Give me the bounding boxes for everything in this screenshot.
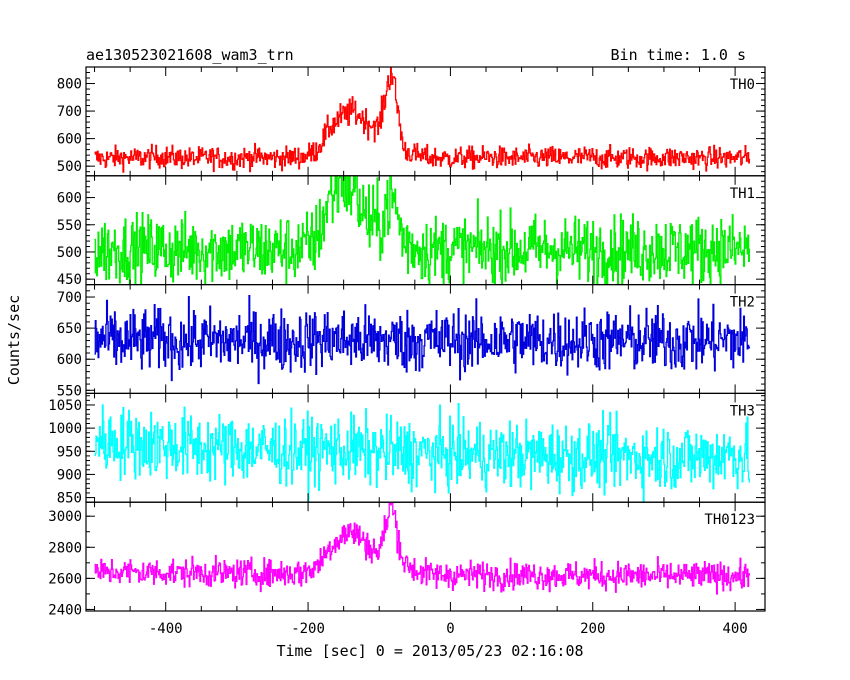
y-tick-label: 450 bbox=[57, 272, 82, 288]
y-tick-label: 550 bbox=[57, 383, 82, 399]
series-label: TH3 bbox=[730, 403, 755, 419]
panel-th0123: 2400 2600 2800 3000 TH0123 bbox=[48, 501, 766, 618]
y-tick-label: 550 bbox=[57, 218, 82, 234]
series-label: TH0 bbox=[730, 77, 755, 93]
chart-title: ae130523021608_wam3_trn bbox=[86, 46, 294, 64]
x-tick-label: 400 bbox=[722, 621, 747, 637]
series-line-th0 bbox=[94, 67, 751, 173]
y-tick-label: 800 bbox=[57, 77, 82, 93]
y-tick-label: 500 bbox=[57, 159, 82, 175]
y-tick-label: 1000 bbox=[48, 421, 82, 437]
y-tick-label: 950 bbox=[57, 444, 82, 460]
y-tick-label: 900 bbox=[57, 467, 82, 483]
x-tick-label: -200 bbox=[291, 621, 325, 637]
y-tick-label: 2600 bbox=[48, 571, 82, 587]
y-tick-label: 600 bbox=[57, 352, 82, 368]
y-tick-label: 2400 bbox=[48, 602, 82, 618]
panel-frame bbox=[85, 501, 766, 612]
x-axis-label: Time [sec] 0 = 2013/05/23 02:16:08 bbox=[276, 642, 583, 660]
x-tick-label: 200 bbox=[580, 621, 605, 637]
y-tick-label: 500 bbox=[57, 245, 82, 261]
y-tick-label: 3000 bbox=[48, 509, 82, 525]
x-tick-label: -400 bbox=[149, 621, 183, 637]
series-line-th3 bbox=[94, 402, 751, 503]
panel-th0: 500 600 700 800 TH0 bbox=[57, 66, 766, 177]
x-tick-label: 0 bbox=[446, 621, 454, 637]
series-line-th0123 bbox=[94, 502, 751, 595]
series-line-th1 bbox=[94, 175, 751, 285]
y-tick-label: 700 bbox=[57, 290, 82, 306]
bin-time-label: Bin time: 1.0 s bbox=[611, 46, 746, 64]
y-tick-label: 2800 bbox=[48, 540, 82, 556]
y-tick-label: 650 bbox=[57, 321, 82, 337]
series-label: TH1 bbox=[730, 186, 755, 202]
y-tick-label: 600 bbox=[57, 132, 82, 148]
y-tick-label: 1050 bbox=[48, 398, 82, 414]
y-tick-label: 850 bbox=[57, 491, 82, 507]
panel-th2: 550 600 650 700 TH2 bbox=[57, 284, 766, 399]
y-axis-label: Counts/sec bbox=[5, 295, 23, 385]
panel-th1: 450 500 550 600 TH1 bbox=[57, 175, 766, 288]
series-label: TH2 bbox=[730, 295, 755, 311]
y-tick-label: 700 bbox=[57, 104, 82, 120]
panels-group: 500 600 700 800 TH0 450 500 550 600 TH1 550 600 650 7… bbox=[48, 66, 766, 637]
y-tick-label: 600 bbox=[57, 191, 82, 207]
series-line-th2 bbox=[94, 295, 751, 385]
series-label: TH0123 bbox=[704, 512, 755, 528]
panel-th3: 850 900 950 1000 1050 TH3 bbox=[48, 392, 766, 507]
